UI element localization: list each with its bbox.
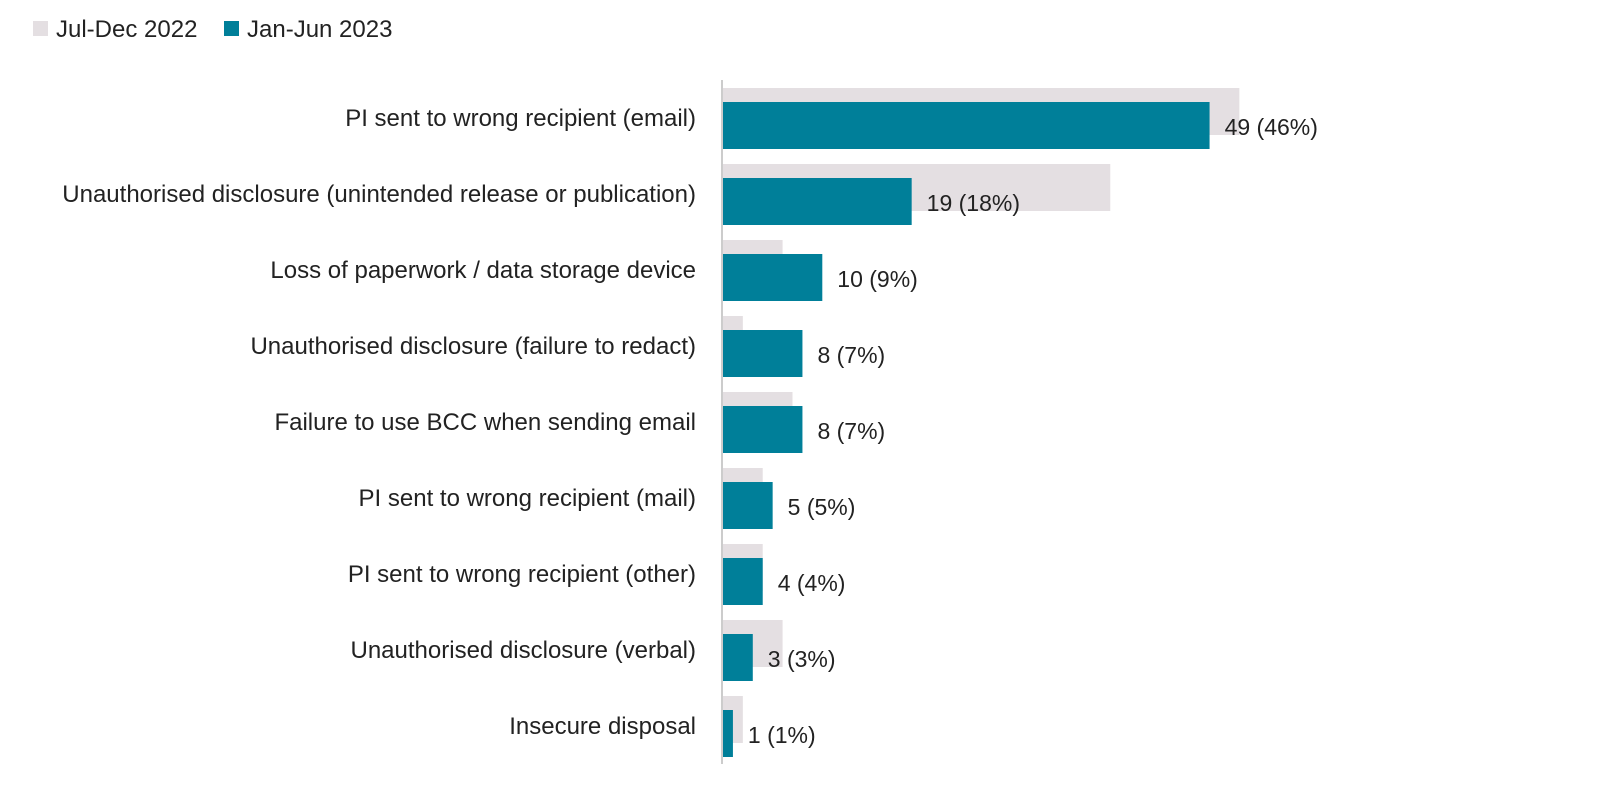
- curr-period-bars: [723, 102, 1210, 757]
- category-label-0: PI sent to wrong recipient (email): [345, 105, 696, 132]
- data-labels: 49 (46%) 19 (18%) 10 (9%) 8 (7%) 8 (7%) 5 (5%…: [748, 114, 1318, 748]
- data-label-2: 10 (9%): [837, 266, 918, 292]
- data-label-7: 3 (3%): [768, 646, 836, 672]
- data-label-1: 19 (18%): [927, 190, 1020, 216]
- data-label-6: 4 (4%): [778, 570, 846, 596]
- bar-curr-8: [723, 710, 733, 757]
- category-label-7: Unauthorised disclosure (verbal): [351, 637, 697, 664]
- bar-curr-4: [723, 406, 803, 453]
- bar-curr-7: [723, 634, 753, 681]
- bar-curr-6: [723, 558, 763, 605]
- category-label-4: Failure to use BCC when sending email: [274, 409, 696, 436]
- legend-label-prev: Jul-Dec 2022: [56, 16, 197, 43]
- category-label-1: Unauthorised disclosure (unintended rele…: [62, 181, 696, 208]
- legend: Jul-Dec 2022 Jan-Jun 2023: [33, 16, 392, 43]
- bar-curr-3: [723, 330, 803, 377]
- data-label-8: 1 (1%): [748, 722, 816, 748]
- legend-swatch-curr: [224, 21, 239, 36]
- bar-curr-0: [723, 102, 1210, 149]
- category-label-8: Insecure disposal: [509, 713, 696, 740]
- bar-curr-2: [723, 254, 823, 301]
- category-label-6: PI sent to wrong recipient (other): [348, 561, 696, 588]
- category-label-5: PI sent to wrong recipient (mail): [359, 485, 696, 512]
- bar-curr-5: [723, 482, 773, 529]
- category-label-2: Loss of paperwork / data storage device: [270, 257, 696, 284]
- category-label-3: Unauthorised disclosure (failure to reda…: [250, 333, 696, 360]
- category-labels: PI sent to wrong recipient (email) Unauth…: [62, 105, 696, 740]
- legend-label-curr: Jan-Jun 2023: [247, 16, 392, 43]
- data-label-4: 8 (7%): [817, 418, 885, 444]
- data-label-3: 8 (7%): [817, 342, 885, 368]
- data-label-0: 49 (46%): [1225, 114, 1318, 140]
- legend-swatch-prev: [33, 21, 48, 36]
- bar-curr-1: [723, 178, 912, 225]
- data-label-5: 5 (5%): [788, 494, 856, 520]
